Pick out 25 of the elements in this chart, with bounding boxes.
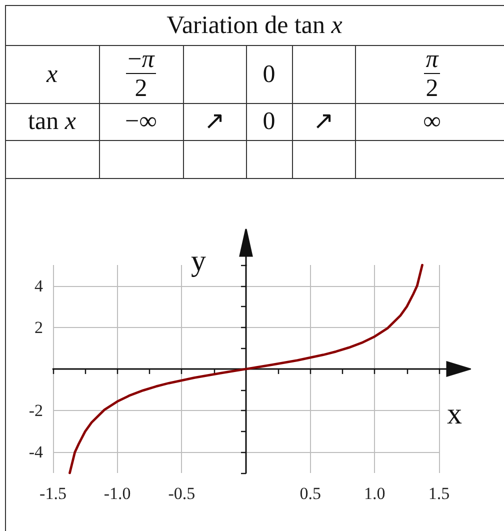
x-axis-title: x xyxy=(447,398,462,430)
x-tick-label: -0.5 xyxy=(168,484,196,503)
x-tick-label: -1.0 xyxy=(104,484,131,503)
x-tick-label: 0.5 xyxy=(300,484,321,503)
text: Variation de tan x xyxy=(166,12,342,38)
text: 2 xyxy=(134,75,148,102)
text: 0 xyxy=(262,60,276,88)
text: −π xyxy=(126,46,156,74)
y-tick-label: 2 xyxy=(34,318,43,337)
x-tick-label: 1.5 xyxy=(428,484,450,503)
text: tan x xyxy=(28,108,76,135)
x-tick-label: -1.5 xyxy=(40,484,66,503)
y-tick-label: -4 xyxy=(28,442,44,462)
y-tick-label: -2 xyxy=(28,401,43,420)
text: 0 xyxy=(262,108,276,135)
text: π xyxy=(426,46,438,73)
text: x xyxy=(46,60,58,88)
y-tick-label: 4 xyxy=(34,276,44,296)
text: ∞ xyxy=(423,108,441,135)
y-axis-title: y xyxy=(191,244,206,278)
text: −∞ xyxy=(125,108,157,135)
x-tick-label: 1.0 xyxy=(364,484,386,503)
text: ↗ xyxy=(313,108,334,135)
text: 2 xyxy=(426,75,438,102)
text: ↗ xyxy=(204,108,225,135)
